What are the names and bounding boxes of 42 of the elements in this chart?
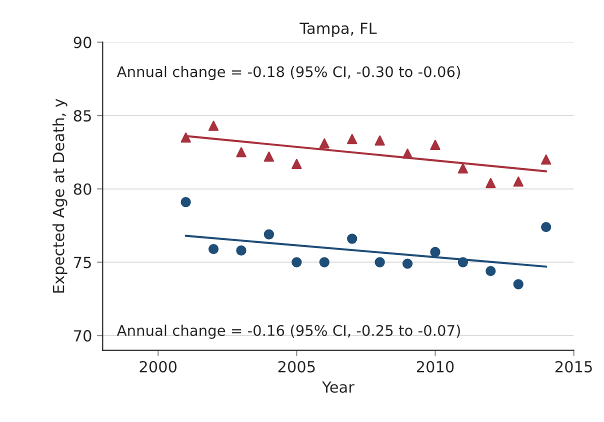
y-tick-label: 75 [74, 256, 91, 268]
point [374, 135, 385, 146]
point [208, 120, 219, 131]
x-tick-label: 2005 [278, 360, 315, 373]
point [319, 257, 330, 268]
point [458, 257, 468, 268]
point [430, 246, 440, 258]
point [541, 222, 552, 232]
point [236, 147, 246, 158]
x-axis-title: Year [322, 381, 354, 393]
point [541, 154, 552, 165]
point [402, 258, 413, 269]
point [264, 152, 274, 162]
point [319, 138, 330, 149]
point [292, 158, 302, 170]
x-tick-label: 2015 [555, 360, 592, 373]
point [180, 132, 191, 143]
chart-title: Tampa, FL [300, 22, 377, 38]
y-tick-label: 90 [74, 36, 92, 48]
x-tick-label: 2000 [140, 360, 177, 373]
point [208, 244, 219, 254]
x-tick-label: 2010 [416, 360, 454, 373]
point [374, 257, 385, 268]
annotation: Annual change = -0.18 (95% CI, -0.30 to -0.06) [116, 66, 460, 80]
y-tick-label: 70 [74, 330, 92, 342]
point [180, 197, 191, 208]
point [486, 266, 496, 276]
point [347, 134, 358, 144]
y-axis-title: Expected Age at Death, y [52, 98, 68, 293]
point [458, 163, 468, 174]
point [347, 234, 358, 244]
y-tick-label: 85 [74, 110, 91, 122]
point [236, 245, 246, 256]
point [486, 178, 496, 188]
y-tick-label: 80 [74, 183, 92, 195]
point [513, 279, 524, 290]
point [264, 229, 274, 240]
annotation: Annual change = -0.16 (95% CI, -0.25 to -0.07) [116, 324, 460, 339]
point [402, 148, 413, 159]
point [430, 140, 440, 150]
point [292, 257, 302, 268]
point [513, 176, 524, 187]
